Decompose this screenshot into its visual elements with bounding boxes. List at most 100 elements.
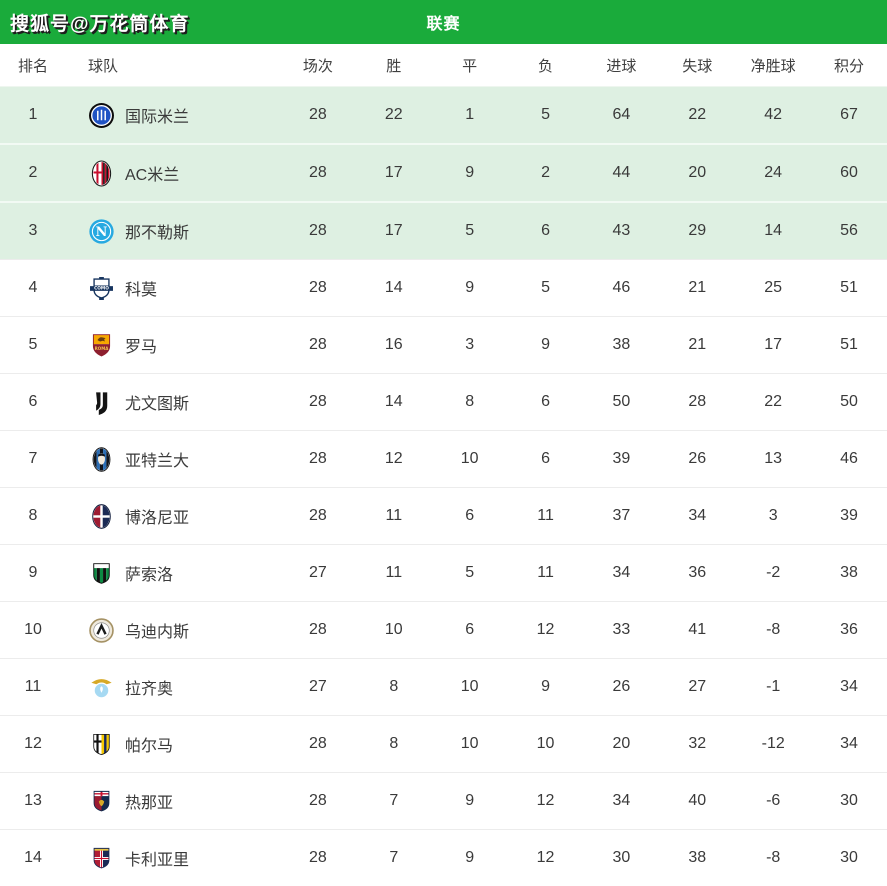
column-header-lost: 负 [508, 44, 584, 87]
top-bar: 搜狐号@万花筒体育 联赛 [0, 0, 887, 44]
cell-team: 卡利亚里 [66, 830, 280, 886]
cell-played: 28 [280, 260, 356, 317]
cell-rank: 5 [0, 317, 66, 374]
cell-drawn: 10 [432, 431, 508, 488]
cell-played: 28 [280, 87, 356, 145]
cell-gd: 22 [735, 374, 811, 431]
team-name: AC米兰 [125, 161, 179, 185]
cell-drawn: 5 [432, 545, 508, 602]
acmilan-logo [88, 160, 115, 187]
cell-gf: 37 [584, 488, 660, 545]
cell-team: 热那亚 [66, 773, 280, 830]
cell-lost: 9 [508, 317, 584, 374]
team-name: 帕尔马 [125, 732, 173, 756]
cell-lost: 5 [508, 87, 584, 145]
cell-gd: 13 [735, 431, 811, 488]
cell-gf: 34 [584, 773, 660, 830]
column-header-rank: 排名 [0, 44, 66, 87]
cell-pts: 56 [811, 202, 887, 260]
cell-drawn: 3 [432, 317, 508, 374]
cell-drawn: 6 [432, 488, 508, 545]
cell-pts: 51 [811, 260, 887, 317]
cell-lost: 5 [508, 260, 584, 317]
cell-ga: 28 [659, 374, 735, 431]
cell-won: 17 [356, 202, 432, 260]
cell-rank: 12 [0, 716, 66, 773]
cell-gf: 50 [584, 374, 660, 431]
cell-gd: -12 [735, 716, 811, 773]
cell-won: 8 [356, 716, 432, 773]
cell-pts: 30 [811, 830, 887, 886]
cell-won: 22 [356, 87, 432, 145]
cell-drawn: 9 [432, 144, 508, 202]
napoli-logo: N [88, 218, 115, 245]
cell-lost: 6 [508, 431, 584, 488]
cell-drawn: 1 [432, 87, 508, 145]
cell-won: 12 [356, 431, 432, 488]
cell-gd: 25 [735, 260, 811, 317]
cell-team: COMO 科莫 [66, 260, 280, 317]
inter-logo [88, 102, 115, 129]
cell-ga: 20 [659, 144, 735, 202]
cell-lost: 12 [508, 773, 584, 830]
team-name: 尤文图斯 [125, 390, 189, 414]
team-name: 国际米兰 [125, 103, 189, 127]
atalanta-logo [88, 446, 115, 473]
cell-gd: 3 [735, 488, 811, 545]
column-header-drawn: 平 [432, 44, 508, 87]
team-name: 博洛尼亚 [125, 504, 189, 528]
cell-lost: 9 [508, 659, 584, 716]
cell-played: 27 [280, 545, 356, 602]
svg-text:ROMA: ROMA [95, 346, 110, 351]
cell-team: 乌迪内斯 [66, 602, 280, 659]
cell-team: 拉齐奥 [66, 659, 280, 716]
cell-won: 11 [356, 488, 432, 545]
cell-gf: 30 [584, 830, 660, 886]
cell-gf: 44 [584, 144, 660, 202]
cell-lost: 6 [508, 374, 584, 431]
cell-won: 14 [356, 374, 432, 431]
cagliari-logo [88, 845, 115, 872]
cell-pts: 36 [811, 602, 887, 659]
cell-ga: 21 [659, 260, 735, 317]
cell-drawn: 9 [432, 773, 508, 830]
cell-rank: 13 [0, 773, 66, 830]
cell-won: 7 [356, 830, 432, 886]
cell-gf: 20 [584, 716, 660, 773]
cell-ga: 29 [659, 202, 735, 260]
cell-pts: 38 [811, 545, 887, 602]
cell-team: 帕尔马 [66, 716, 280, 773]
cell-ga: 21 [659, 317, 735, 374]
cell-played: 28 [280, 602, 356, 659]
cell-team: 博洛尼亚 [66, 488, 280, 545]
svg-text:COMO: COMO [94, 285, 109, 291]
cell-won: 10 [356, 602, 432, 659]
cell-gd: -8 [735, 830, 811, 886]
cell-lost: 10 [508, 716, 584, 773]
cell-won: 8 [356, 659, 432, 716]
cell-rank: 3 [0, 202, 66, 260]
cell-played: 28 [280, 374, 356, 431]
lazio-logo [88, 674, 115, 701]
cell-gd: 42 [735, 87, 811, 145]
cell-rank: 7 [0, 431, 66, 488]
cell-gf: 38 [584, 317, 660, 374]
cell-team: 尤文图斯 [66, 374, 280, 431]
cell-drawn: 5 [432, 202, 508, 260]
cell-played: 28 [280, 431, 356, 488]
team-name: 科莫 [125, 276, 157, 300]
cell-rank: 14 [0, 830, 66, 886]
cell-won: 16 [356, 317, 432, 374]
juventus-logo [88, 389, 115, 416]
cell-pts: 30 [811, 773, 887, 830]
cell-ga: 26 [659, 431, 735, 488]
